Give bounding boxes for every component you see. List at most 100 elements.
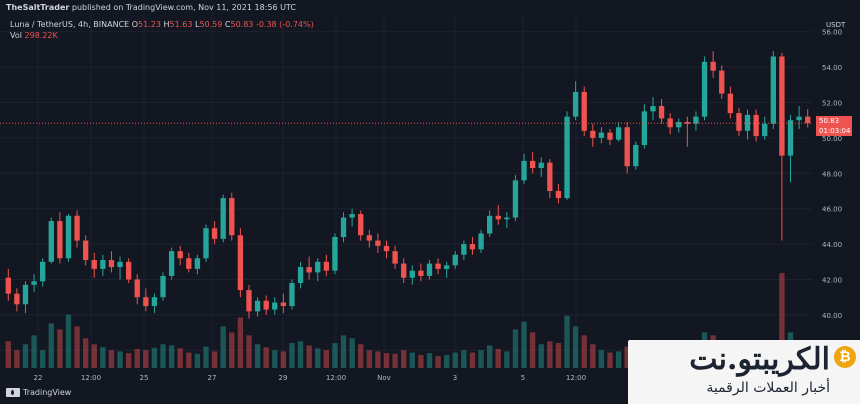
candle-body [538, 162, 544, 168]
high-value: 51.63 [169, 20, 193, 29]
volume-bar [203, 346, 209, 368]
volume-bar [469, 352, 476, 368]
volume-bar [598, 350, 605, 368]
candle-body [323, 261, 330, 271]
volume-bar [143, 350, 149, 368]
symbol-name: Luna / TetherUS, 4h, BINANCE [10, 20, 130, 29]
volume-bar [134, 349, 140, 368]
candle-body [194, 258, 201, 269]
candle-body [753, 114, 759, 137]
candle-body [100, 260, 106, 269]
volume-bar [237, 317, 244, 368]
y-tick-label: 56.00 [822, 29, 842, 37]
candle-body [641, 111, 648, 145]
candle-body [203, 228, 209, 259]
candle-body [134, 279, 140, 298]
volume-bar [272, 350, 278, 368]
volume-bar [572, 326, 579, 368]
current-price-tag: 50.83 01:03:04 [816, 116, 852, 137]
volume-bar [194, 353, 201, 368]
currency-label: USDT [826, 21, 846, 29]
chart-grid [0, 14, 812, 368]
tradingview-footer[interactable]: TradingView [6, 388, 71, 397]
candle-body [383, 245, 390, 252]
volume-bar [246, 335, 252, 368]
volume-bar [220, 326, 226, 368]
candle-body [5, 277, 11, 294]
candle-body [667, 118, 673, 128]
x-tick-label: 27 [208, 374, 217, 382]
candle-body [770, 56, 776, 124]
volume-bar [555, 343, 562, 368]
candle-body [736, 113, 742, 131]
close-value: 50.83 [230, 20, 254, 29]
candle-body [435, 263, 441, 269]
candle-body [633, 144, 639, 167]
volume-bar [547, 341, 553, 368]
candle-body [512, 180, 519, 218]
time-axis: 22 12:00 25 27 29 12:00 Nov 3 5 12:00 [34, 374, 587, 382]
volume-bar [177, 348, 183, 368]
volume-bar [263, 347, 269, 368]
volume-bar [186, 352, 192, 368]
candle-body [521, 160, 527, 181]
volume-bar [117, 351, 123, 368]
candle-body [14, 293, 20, 305]
volume-bar [14, 350, 20, 368]
volume-bar [160, 344, 166, 368]
volume-bar [435, 356, 441, 368]
volume-bar [100, 347, 106, 368]
candle-body [701, 61, 708, 117]
close-label: C [224, 20, 231, 29]
candle-body [676, 121, 682, 128]
candle-body [254, 300, 261, 312]
candle-body [229, 198, 235, 236]
volume-bar [57, 329, 63, 368]
y-tick-label: 48.00 [822, 170, 842, 178]
candle-body [263, 300, 269, 310]
volume-bar [426, 353, 433, 368]
volume-bar [315, 348, 321, 368]
candle-body [211, 228, 218, 239]
candle-body [57, 221, 63, 259]
volume-bar [229, 332, 235, 368]
volume-bar [151, 347, 158, 368]
x-tick-label: 22 [34, 374, 43, 382]
volume-bar [529, 332, 536, 368]
volume-bar [22, 344, 29, 368]
candle-body [598, 132, 605, 138]
candle-body [624, 127, 630, 167]
bar-countdown: 01:03:04 [819, 127, 851, 136]
volume-bar [452, 352, 458, 368]
candles [5, 51, 811, 319]
volume-bar [5, 341, 11, 368]
volume-bar [289, 343, 295, 368]
published-text: published on TradingView.com, Nov 11, 20… [71, 3, 296, 12]
volume-bar [444, 354, 450, 368]
candle-body [615, 127, 622, 140]
volume-bar [779, 273, 785, 368]
volume-bar [323, 350, 330, 368]
tradingview-logo-text: TradingView [23, 388, 72, 397]
bitcoin-coin-icon: ₿ [834, 346, 856, 368]
candle-body [444, 265, 450, 269]
y-tick-label: 40.00 [822, 312, 842, 320]
candle-body [82, 240, 89, 261]
candle-body [572, 91, 579, 117]
candle-body [418, 270, 424, 276]
volume-bar [418, 354, 424, 368]
volume-bar [74, 326, 80, 368]
volume-bar [375, 351, 381, 368]
volume-bar [401, 350, 407, 368]
volume-bar [581, 335, 587, 368]
x-tick-label: 12:00 [566, 374, 586, 382]
volume-bar [168, 345, 175, 368]
candle-body [478, 233, 484, 250]
volume-bar [512, 329, 519, 368]
volume-bar [478, 350, 484, 368]
candle-body [22, 284, 29, 305]
publish-header: TheSaltTrader published on TradingView.c… [6, 3, 296, 12]
candle-body [581, 91, 587, 131]
candle-body [504, 217, 510, 220]
